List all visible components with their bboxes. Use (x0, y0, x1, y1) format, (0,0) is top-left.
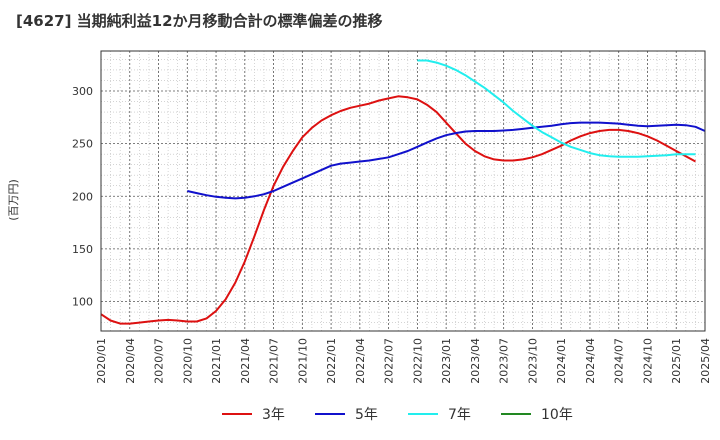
x-tick-label: 2021/10 (296, 338, 309, 384)
legend-item: 3年 (222, 407, 285, 423)
x-tick-label: 2022/07 (383, 338, 396, 384)
legend-item: 7年 (408, 407, 471, 423)
x-tick-label: 2021/07 (268, 338, 281, 384)
x-tick-label: 2022/04 (354, 338, 367, 384)
x-tick-label: 2023/04 (469, 338, 482, 384)
x-tick-label: 2024/01 (555, 338, 568, 384)
y-tick-label: 300 (72, 85, 93, 98)
x-tick-label: 2023/10 (526, 338, 539, 384)
chart-title: [4627] 当期純利益12か月移動合計の標準偏差の推移 (16, 12, 383, 30)
legend-label: 7年 (448, 407, 471, 423)
x-tick-label: 2020/01 (95, 338, 108, 384)
series-layer (100, 59, 706, 325)
y-tick-label: 250 (72, 138, 93, 151)
x-tick-label: 2025/04 (699, 338, 712, 384)
x-tick-label: 2024/10 (641, 338, 654, 384)
x-tick-label: 2022/01 (325, 338, 338, 384)
x-tick-label: 2020/10 (181, 338, 194, 384)
series-line-2 (187, 121, 706, 200)
y-tick-label: 200 (72, 190, 93, 203)
y-axis: 100 150 200 250 300 (72, 85, 93, 309)
legend-item: 10年 (501, 407, 573, 423)
y-tick-label: 100 (72, 296, 93, 309)
legend-label: 10年 (541, 407, 573, 423)
plot-frame (100, 50, 706, 332)
legend-label: 3年 (262, 407, 285, 423)
x-tick-label: 2023/07 (498, 338, 511, 384)
x-tick-label: 2021/04 (239, 338, 252, 384)
x-tick-label: 2024/04 (584, 338, 597, 384)
legend-label: 5年 (355, 407, 378, 423)
x-tick-label: 2021/01 (210, 338, 223, 384)
series-line-1 (100, 95, 696, 325)
x-tick-label: 2020/04 (124, 338, 137, 384)
legend: 3年 5年 7年 10年 (222, 407, 573, 423)
x-tick-label: 2022/10 (411, 338, 424, 384)
y-axis-label: (百万円) (7, 179, 20, 221)
x-axis: 2020/01 2020/04 2020/07 2020/10 2021/01 2021/… (95, 338, 712, 384)
x-tick-label: 2020/07 (153, 338, 166, 384)
legend-item: 5年 (315, 407, 378, 423)
y-tick-label: 150 (72, 243, 93, 256)
x-tick-label: 2024/07 (613, 338, 626, 384)
series-line-3 (417, 59, 696, 158)
x-tick-label: 2025/01 (670, 338, 683, 384)
x-tick-label: 2023/01 (440, 338, 453, 384)
